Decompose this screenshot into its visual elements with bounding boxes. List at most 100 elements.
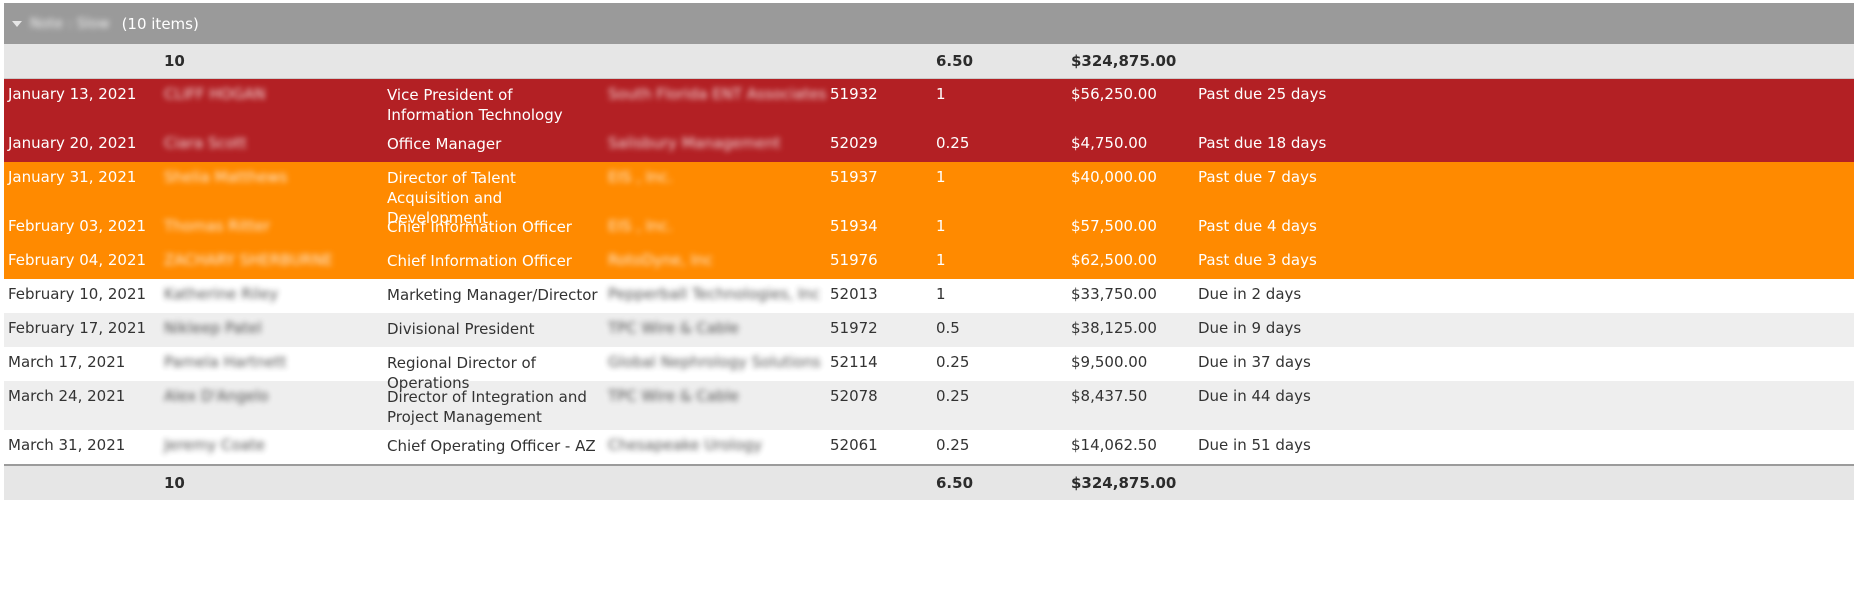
summary-row-bottom: 10 6.50 $324,875.00 — [4, 464, 1854, 500]
status-cell: Past due 3 days — [1198, 251, 1317, 269]
table-row[interactable]: January 31, 2021 Shelia Matthews Directo… — [4, 162, 1854, 227]
amount-cell: $8,437.50 — [1071, 387, 1148, 405]
date-cell: February 10, 2021 — [8, 285, 147, 303]
id-cell: 51932 — [830, 85, 878, 103]
table-row[interactable]: March 24, 2021 Alex D'Angelo Director of… — [4, 381, 1854, 430]
table-row[interactable]: February 04, 2021 ZACHARY SHERBURNE Chie… — [4, 245, 1854, 279]
job-title-cell: Chief Operating Officer - AZ — [387, 437, 596, 455]
summary-quantity: 6.50 — [936, 474, 974, 492]
summary-amount: $324,875.00 — [1071, 52, 1177, 70]
amount-cell: $9,500.00 — [1071, 353, 1148, 371]
contact-name-cell: Ciara Scott — [164, 134, 247, 152]
summary-quantity: 6.50 — [936, 52, 974, 70]
company-cell: TPC Wire & Cable — [608, 319, 740, 337]
company-cell: EIS , Inc. — [608, 217, 673, 235]
quantity-cell: 1 — [936, 217, 946, 235]
contact-name-cell: Pamela Hartnett — [164, 353, 287, 371]
table-row[interactable]: February 10, 2021 Katherine Riley Market… — [4, 279, 1854, 313]
job-title-cell: Director of Talent Acquisition and Devel… — [387, 169, 516, 227]
job-title-cell: Chief Information Officer — [387, 252, 572, 270]
quantity-cell: 1 — [936, 168, 946, 186]
quantity-cell: 0.25 — [936, 436, 970, 454]
status-cell: Past due 18 days — [1198, 134, 1327, 152]
amount-cell: $57,500.00 — [1071, 217, 1157, 235]
id-cell: 51937 — [830, 168, 878, 186]
company-cell: Chesapeake Urology — [608, 436, 763, 454]
id-cell: 52078 — [830, 387, 878, 405]
summary-row-top: 10 6.50 $324,875.00 — [4, 44, 1854, 79]
quantity-cell: 0.25 — [936, 387, 970, 405]
summary-count: 10 — [164, 52, 185, 70]
summary-count: 10 — [164, 474, 185, 492]
status-cell: Past due 4 days — [1198, 217, 1317, 235]
amount-cell: $4,750.00 — [1071, 134, 1148, 152]
date-cell: March 31, 2021 — [8, 436, 126, 454]
quantity-cell: 1 — [936, 285, 946, 303]
status-cell: Due in 51 days — [1198, 436, 1311, 454]
job-title-cell: Marketing Manager/Director — [387, 286, 598, 304]
amount-cell: $40,000.00 — [1071, 168, 1157, 186]
id-cell: 51972 — [830, 319, 878, 337]
job-title-cell: Director of Integration and Project Mana… — [387, 388, 587, 426]
status-cell: Past due 25 days — [1198, 85, 1327, 103]
caret-down-icon[interactable] — [12, 20, 22, 27]
date-cell: February 03, 2021 — [8, 217, 147, 235]
date-cell: February 17, 2021 — [8, 319, 147, 337]
id-cell: 51976 — [830, 251, 878, 269]
contact-name-cell: Thomas Ritter — [164, 217, 270, 235]
contact-name-cell: ZACHARY SHERBURNE — [164, 251, 333, 269]
date-cell: February 04, 2021 — [8, 251, 147, 269]
contact-name-cell: Shelia Matthews — [164, 168, 288, 186]
quantity-cell: 1 — [936, 85, 946, 103]
amount-cell: $14,062.50 — [1071, 436, 1157, 454]
amount-cell: $33,750.00 — [1071, 285, 1157, 303]
table-row[interactable]: January 13, 2021 CLIFF HOGAN Vice Presid… — [4, 79, 1854, 128]
status-cell: Past due 7 days — [1198, 168, 1317, 186]
status-cell: Due in 37 days — [1198, 353, 1311, 371]
group-count: (10 items) — [121, 14, 199, 33]
job-title-cell: Regional Director of Operations — [387, 354, 536, 392]
id-cell: 52061 — [830, 436, 878, 454]
table-row[interactable]: March 17, 2021 Pamela Hartnett Regional … — [4, 347, 1854, 392]
job-title-cell: Office Manager — [387, 135, 502, 153]
company-cell: South Florida ENT Associates — [608, 85, 827, 103]
id-cell: 51934 — [830, 217, 878, 235]
table-row[interactable]: February 03, 2021 Thomas Ritter Chief In… — [4, 211, 1854, 245]
amount-cell: $62,500.00 — [1071, 251, 1157, 269]
id-cell: 52114 — [830, 353, 878, 371]
date-cell: January 20, 2021 — [8, 134, 137, 152]
quantity-cell: 1 — [936, 251, 946, 269]
date-cell: March 24, 2021 — [8, 387, 126, 405]
contact-name-cell: Alex D'Angelo — [164, 387, 269, 405]
id-cell: 52013 — [830, 285, 878, 303]
company-cell: Salisbury Management — [608, 134, 781, 152]
contact-name-cell: Jeremy Coate — [164, 436, 265, 454]
table-row[interactable]: March 31, 2021 Jeremy Coate Chief Operat… — [4, 430, 1854, 464]
date-cell: January 31, 2021 — [8, 168, 137, 186]
amount-cell: $38,125.00 — [1071, 319, 1157, 337]
company-cell: Pepperball Technologies, Inc — [608, 285, 821, 303]
date-cell: January 13, 2021 — [8, 85, 137, 103]
table-row[interactable]: January 20, 2021 Ciara Scott Office Mana… — [4, 128, 1854, 162]
job-title-cell: Divisional President — [387, 320, 535, 338]
contact-name-cell: CLIFF HOGAN — [164, 85, 266, 103]
amount-cell: $56,250.00 — [1071, 85, 1157, 103]
id-cell: 52029 — [830, 134, 878, 152]
date-cell: March 17, 2021 — [8, 353, 126, 371]
summary-amount: $324,875.00 — [1071, 474, 1177, 492]
grid: Note : Slow (10 items) 10 6.50 $324,875.… — [4, 3, 1854, 500]
status-cell: Due in 9 days — [1198, 319, 1302, 337]
group-label: Note : Slow — [30, 15, 110, 32]
status-cell: Due in 44 days — [1198, 387, 1311, 405]
company-cell: RotoDyne, Inc — [608, 251, 713, 269]
table-row[interactable]: February 17, 2021 Nikleep Patel Division… — [4, 313, 1854, 347]
company-cell: EIS , Inc. — [608, 168, 673, 186]
contact-name-cell: Nikleep Patel — [164, 319, 262, 337]
company-cell: Global Nephrology Solutions — [608, 353, 821, 371]
contact-name-cell: Katherine Riley — [164, 285, 279, 303]
group-header[interactable]: Note : Slow (10 items) — [4, 3, 1854, 44]
status-cell: Due in 2 days — [1198, 285, 1302, 303]
quantity-cell: 0.25 — [936, 353, 970, 371]
job-title-cell: Chief Information Officer — [387, 218, 572, 236]
company-cell: TPC Wire & Cable — [608, 387, 740, 405]
